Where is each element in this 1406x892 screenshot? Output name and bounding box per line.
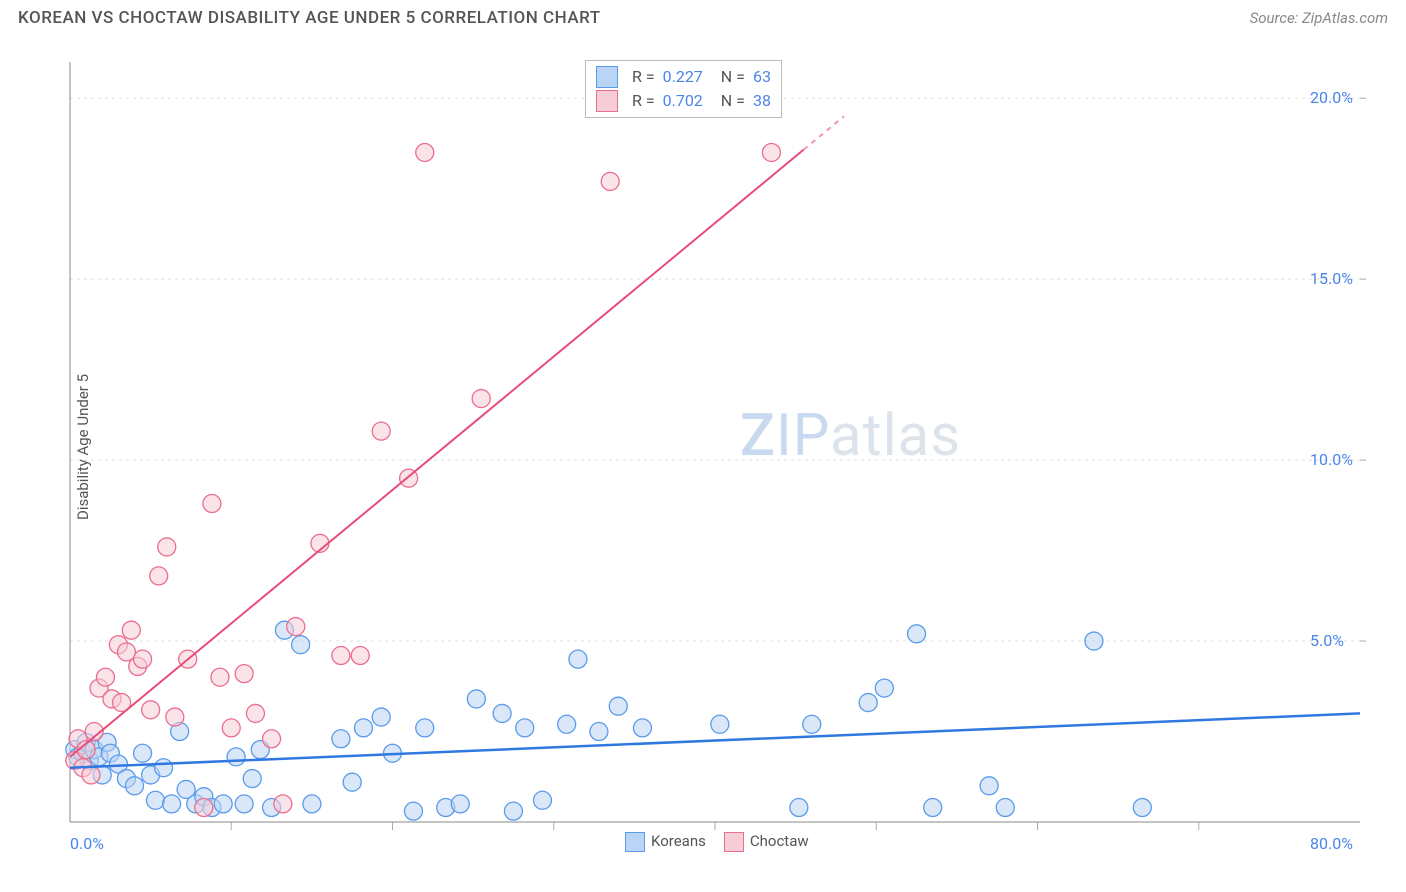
series-legend: Koreans Choctaw [625, 832, 809, 852]
stats-row-korean: R = 0.227N = 63 [596, 65, 771, 89]
scatter-chart [50, 42, 1390, 852]
stats-legend-box: R = 0.227N = 63R = 0.702N = 38 [585, 60, 782, 118]
chart-header: KOREAN VS CHOCTAW DISABILITY AGE UNDER 5… [0, 0, 1406, 32]
legend-item-choctaw: Choctaw [724, 832, 809, 852]
chart-source: Source: ZipAtlas.com [1250, 9, 1388, 27]
legend-item-korean: Koreans [625, 832, 706, 852]
chart-title: KOREAN VS CHOCTAW DISABILITY AGE UNDER 5… [18, 8, 601, 28]
stats-row-choctaw: R = 0.702N = 38 [596, 89, 771, 113]
plot-area: Disability Age Under 5 ZIPatlas R = 0.22… [50, 42, 1390, 852]
